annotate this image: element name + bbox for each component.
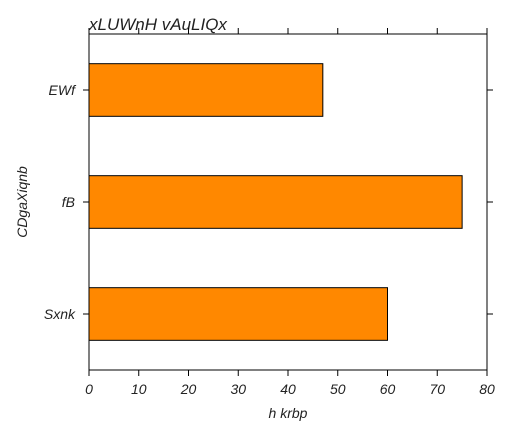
x-axis-label: h krbp [269,405,308,421]
bar-ewf [88,63,324,117]
x-tick-label: 60 [380,381,396,397]
x-tick-label: 40 [280,381,296,397]
bar-sxnk [88,287,388,341]
y-tick-label: fB [62,194,75,210]
x-tick-label: 30 [230,381,246,397]
y-tick-label: Sxnk [44,306,76,322]
chart-title: xLUWnH vAuLIQx [88,15,227,34]
x-tick-label: 0 [85,381,93,397]
y-tick-label: EWf [49,82,78,98]
ticks-layer: EWf fB Sxnk 0 10 20 30 40 50 60 70 80 [44,28,495,397]
x-tick-label: 20 [180,381,197,397]
y-axis-label: CDgaXiqnb [14,166,30,238]
x-tick-label: 50 [330,381,346,397]
x-tick-label: 10 [131,381,147,397]
bars-layer [88,63,463,341]
bar-fb [88,175,463,229]
x-tick-label: 70 [429,381,445,397]
x-tick-label: 80 [479,381,495,397]
